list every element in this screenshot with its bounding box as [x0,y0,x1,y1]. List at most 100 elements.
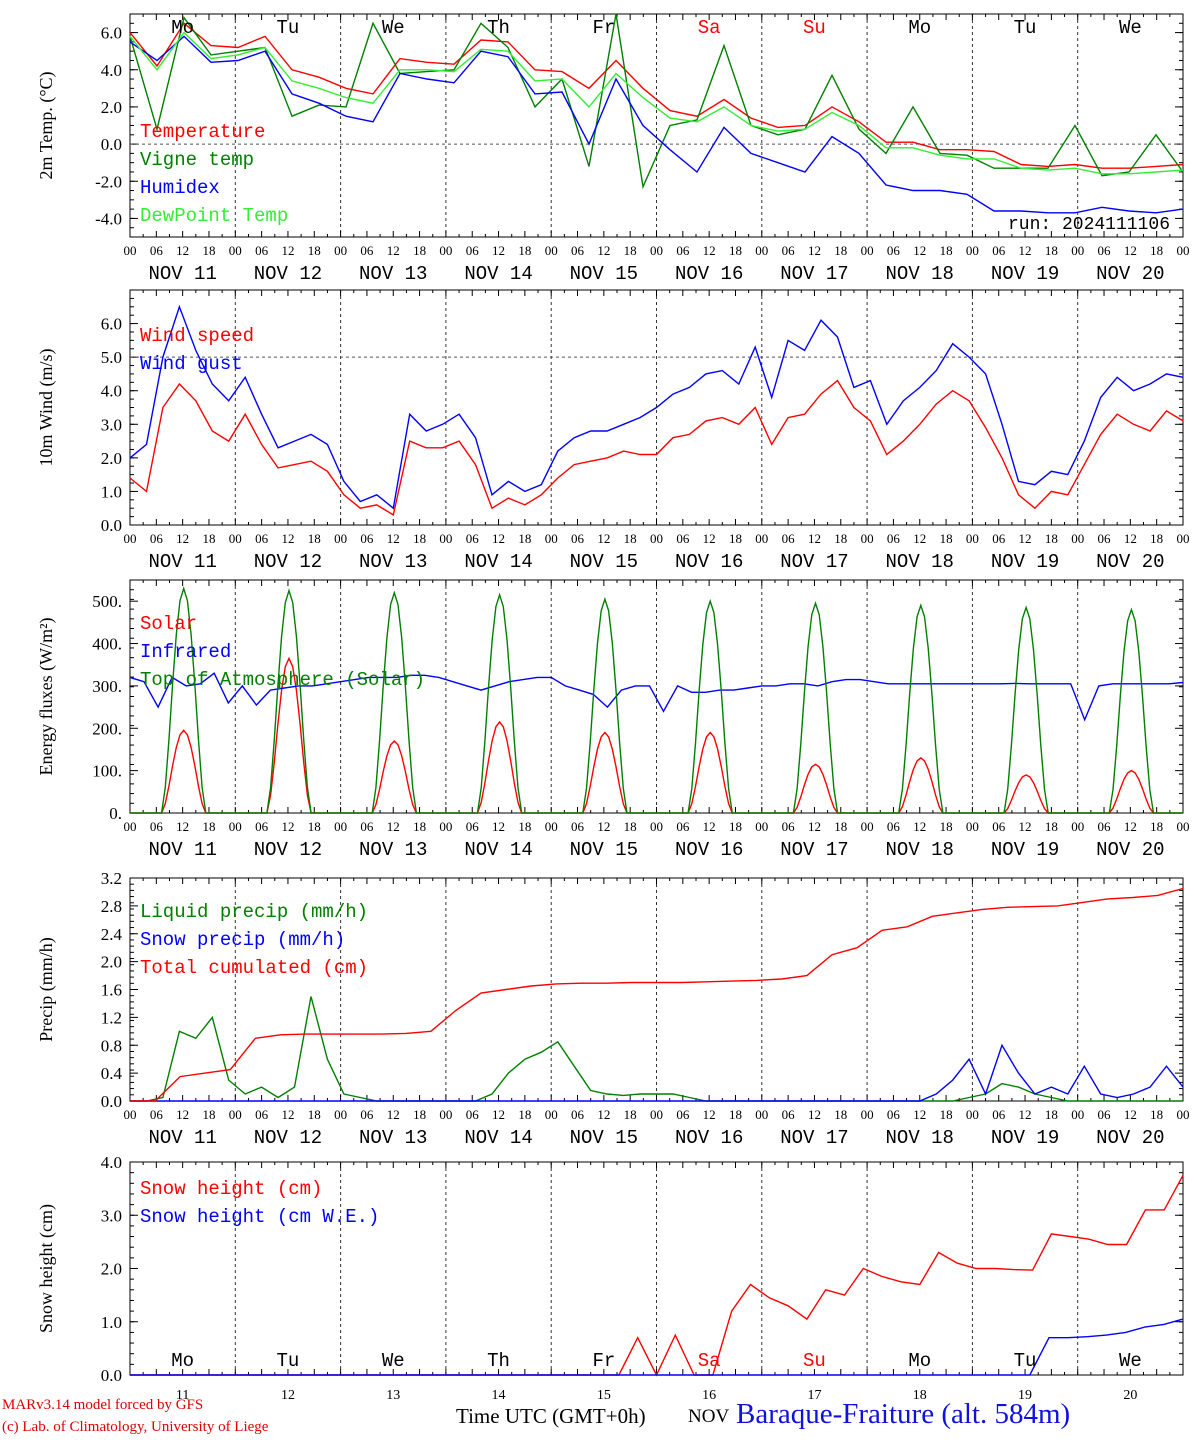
hour-label: 00 [861,531,874,546]
hour-label: 06 [466,819,480,834]
hour-label: 18 [729,243,742,258]
hour-label: 00 [755,819,768,834]
date-label: NOV 16 [675,263,743,285]
hour-label: 18 [940,531,953,546]
day-number: 17 [807,1388,821,1403]
hour-label: 12 [176,243,189,258]
hour-label: 18 [729,531,742,546]
y-tick-label: 6.0 [101,24,122,43]
legend-entry: Total cumulated (cm) [140,957,368,979]
hour-label: 06 [992,819,1006,834]
hour-label: 12 [703,819,716,834]
hour-label: 06 [466,531,480,546]
hour-label: 18 [729,819,742,834]
hour-label: 00 [966,531,979,546]
hour-label: 06 [150,243,164,258]
hour-label: 06 [676,243,690,258]
y-tick-label: 5.0 [101,348,122,367]
hour-label: 12 [1124,531,1137,546]
hour-label: 00 [650,819,663,834]
y-tick-label: 2.0 [101,1260,122,1279]
weekday-label: We [1119,17,1142,39]
series-line-top-of-atmosphere-solar- [130,586,1183,814]
y-tick-label: 0. [109,804,122,823]
station-title: Baraque-Fraiture (alt. 584m) [736,1398,1071,1430]
hour-label: 12 [1019,531,1032,546]
hour-label: 12 [1124,243,1137,258]
legend-entry: Infrared [140,641,231,663]
hour-label: 00 [966,819,979,834]
hour-label: 00 [1071,819,1084,834]
y-tick-label: 2.8 [101,897,122,916]
series-line-wind-speed [129,379,1184,517]
y-axis-label: Precip (mm/h) [36,937,57,1041]
hour-label: 06 [782,819,796,834]
y-tick-label: 6.0 [101,315,122,334]
y-tick-label: 1.2 [101,1008,122,1027]
model-credit: MARv3.14 model forced by GFS [2,1397,204,1413]
hour-label: 12 [808,1107,821,1122]
y-tick-label: 4.0 [101,61,122,80]
hour-label: 18 [518,531,531,546]
day-number: 13 [386,1388,400,1403]
series-line-liquid-precip-mm-h- [130,996,1183,1102]
y-tick-label: 0.4 [101,1064,123,1083]
hour-label: 06 [466,243,480,258]
y-tick-label: 200. [92,719,122,738]
hour-label: 12 [808,531,821,546]
y-tick-label: 0.8 [101,1036,122,1055]
y-axis-label: Snow height (cm) [36,1204,57,1333]
date-label: NOV 18 [886,839,954,861]
hour-label: 12 [597,819,610,834]
y-tick-label: 1.0 [101,482,122,501]
hour-label: 12 [492,1107,505,1122]
hour-label: 12 [492,531,505,546]
hour-label: 18 [1150,243,1163,258]
x-axis-title: Time UTC (GMT+0h) [456,1404,646,1428]
date-label: NOV 12 [254,551,322,573]
hour-label: 06 [466,1107,480,1122]
hour-label: 18 [202,1107,215,1122]
hour-label: 18 [940,1107,953,1122]
hour-label: 06 [360,243,374,258]
weekday-label: Tu [1014,17,1037,39]
hour-label: 00 [1177,531,1190,546]
date-label: NOV 11 [148,263,216,285]
hour-label: 18 [834,531,847,546]
hour-label: 18 [1045,531,1058,546]
date-label: NOV 14 [464,1127,532,1149]
legend-entry: Humidex [140,177,220,199]
hour-label: 06 [150,1107,164,1122]
hour-label: 12 [913,531,926,546]
hour-label: 00 [439,243,452,258]
hour-label: 18 [1150,1107,1163,1122]
y-tick-label: 1.0 [101,1313,122,1332]
hour-label: 18 [518,243,531,258]
hour-label: 18 [940,243,953,258]
weekday-label: Fr [592,1350,615,1372]
hour-label: 00 [861,819,874,834]
hour-label: 06 [676,819,690,834]
hour-label: 06 [1098,531,1112,546]
legend-entry: Snow height (cm) [140,1178,322,1200]
hour-label: 00 [439,1107,452,1122]
lab-credit: (c) Lab. of Climatology, University of L… [2,1419,269,1435]
y-tick-label: 2.0 [101,449,122,468]
hour-label: 00 [966,243,979,258]
hour-label: 18 [413,531,426,546]
run-label: run: 2024111106 [1008,215,1170,235]
hour-label: 12 [281,1107,294,1122]
month-label: NOV [688,1406,730,1427]
date-label: NOV 18 [886,1127,954,1149]
hour-label: 06 [571,819,585,834]
y-axis-label: Energy fluxes (W/m²) [36,617,57,775]
hour-label: 06 [1098,243,1112,258]
y-tick-label: 4.0 [101,382,122,401]
hour-label: 18 [624,819,637,834]
hour-label: 12 [597,531,610,546]
date-label: NOV 20 [1096,551,1164,573]
series-line-humidex [129,35,1184,214]
hour-label: 06 [1098,1107,1112,1122]
hour-label: 06 [992,243,1006,258]
